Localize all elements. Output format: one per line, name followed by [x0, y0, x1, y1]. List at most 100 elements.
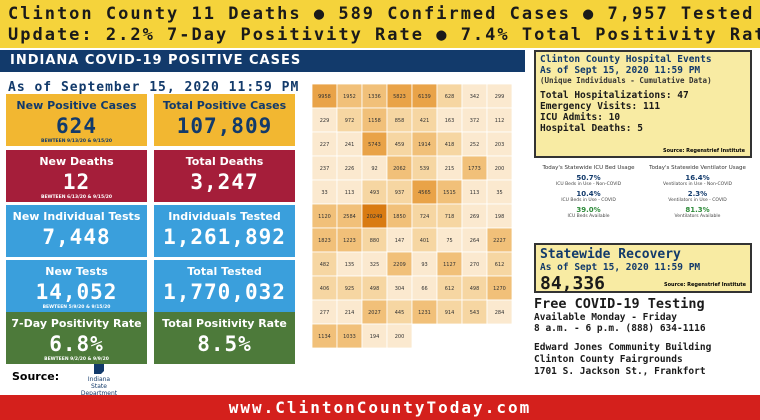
header-line-1: Clinton County 11 Deaths ● 589 Confirmed…	[8, 4, 755, 24]
county-count: 214	[345, 310, 355, 316]
hospital-row: Hospital Deaths: 5	[540, 123, 643, 134]
stat-tile: New Deaths 12 BEWTEEN 6/13/20 & 9/15/20	[6, 150, 147, 202]
county-cell	[336, 83, 363, 109]
stat-tile: New Tests 14,052 BEWTEEN 5/9/20 & 9/15/20	[6, 260, 147, 312]
stat-tile-value: 14,052	[35, 280, 118, 304]
stat-tile: Total Positive Cases 107,809	[154, 94, 295, 146]
stat-tile: 7-Day Positivity Rate 6.8% BEWTEEN 9/2/20 …	[6, 312, 147, 364]
county-cell	[361, 251, 388, 277]
county-count: 325	[370, 262, 380, 268]
county-cell	[311, 299, 338, 325]
county-cell	[311, 251, 338, 277]
county-cell	[336, 251, 363, 277]
county-cell	[311, 83, 338, 109]
isdh-logo: Indiana State Department of Health	[80, 364, 118, 404]
hospital-row: Emergency Visits: 111	[540, 101, 661, 112]
stat-tile: Individuals Tested 1,261,892	[154, 205, 295, 257]
testing-days: Available Monday - Friday	[534, 312, 677, 323]
county-count: 194	[370, 334, 380, 340]
county-cell	[486, 251, 513, 277]
county-count: 227	[320, 142, 330, 148]
usage-label: ICU Beds in Use - Non-COVID	[555, 182, 622, 187]
hospital-events-panel: Clinton County Hospital Events As of Sep…	[534, 50, 752, 158]
hospital-row: Total Hospitalizations: 47	[540, 90, 689, 101]
county-cell	[436, 299, 463, 325]
county-count: 1158	[368, 118, 381, 124]
county-count: 2209	[393, 262, 406, 268]
county-count: 372	[470, 118, 480, 124]
county-count: 113	[345, 190, 355, 196]
county-cell	[311, 107, 338, 133]
hospital-title: Clinton County Hospital Events	[540, 54, 712, 65]
stat-tile-value: 3,247	[190, 170, 259, 194]
stat-tile: New Positive Cases 624 BEWTEEN 9/13/20 & 9…	[6, 94, 147, 146]
county-count: 2584	[343, 214, 356, 220]
free-testing-panel: Free COVID-19 Testing Available Monday -…	[534, 296, 758, 378]
footer-url[interactable]: www.ClintonCountyToday.com	[228, 398, 532, 417]
county-count: 200	[495, 166, 505, 172]
county-cell	[486, 227, 513, 253]
stat-tile-date-range: BEWTEEN 5/9/20 & 9/15/20	[42, 305, 111, 310]
county-count: 2027	[368, 310, 381, 316]
county-count: 1773	[468, 166, 481, 172]
county-count: 284	[495, 310, 505, 316]
county-count: 1120	[318, 214, 331, 220]
county-cell	[411, 155, 438, 181]
indiana-county-map: 9958 1952 1336 5823 6139 628 342 299 229 972 1158 8…	[311, 83, 513, 349]
county-count: 35	[496, 190, 502, 196]
county-cell	[411, 83, 438, 109]
recovery-panel: Statewide Recovery As of Sept 15, 2020 1…	[534, 243, 752, 294]
county-count: 401	[420, 238, 430, 244]
county-count: 304	[395, 286, 405, 292]
county-count: 92	[371, 166, 377, 172]
county-count: 9958	[318, 94, 331, 100]
stat-tile-title: New Positive Cases	[16, 99, 137, 112]
indiana-state-icon	[94, 364, 104, 374]
county-count: 198	[495, 214, 505, 220]
stat-tile-value: 1,261,892	[163, 225, 286, 249]
county-cell	[436, 275, 463, 301]
usage-label: ICU Beds in Use - COVID	[561, 198, 616, 203]
stat-tile-title: New Individual Tests	[12, 210, 141, 223]
county-count: 277	[320, 310, 330, 316]
county-count: 493	[370, 190, 380, 196]
county-count: 299	[495, 94, 505, 100]
usage-percent: 10.4%	[576, 190, 601, 198]
county-cell	[361, 155, 388, 181]
stat-tile-value: 12	[62, 170, 91, 194]
county-count: 270	[470, 262, 480, 268]
county-count: 264	[470, 238, 480, 244]
vent-usage-column: Today's Statewide Ventilator Usage 16.4%…	[643, 165, 752, 219]
county-cell	[461, 275, 488, 301]
county-count: 226	[345, 166, 355, 172]
county-count: 93	[421, 262, 427, 268]
county-cell	[436, 203, 463, 229]
county-count: 147	[395, 238, 405, 244]
county-cell	[411, 299, 438, 325]
recovery-title: Statewide Recovery	[540, 247, 681, 262]
county-cell	[486, 299, 513, 325]
usage-percent: 81.3%	[685, 206, 710, 214]
county-cell	[436, 179, 463, 205]
stat-tile-title: Total Deaths	[185, 155, 264, 168]
county-count: 215	[445, 166, 455, 172]
county-cell	[386, 179, 413, 205]
county-count: 20249	[367, 214, 383, 220]
icu-title: Today's Statewide ICU Bed Usage	[542, 165, 635, 171]
as-of-date: As of September 15, 2020 11:59 PM	[8, 80, 300, 95]
stat-tile-title: New Tests	[45, 265, 108, 278]
county-count: 718	[445, 214, 455, 220]
county-count: 543	[470, 310, 480, 316]
county-cell	[486, 275, 513, 301]
county-cell	[311, 203, 338, 229]
county-count: 113	[470, 190, 480, 196]
county-count: 5743	[368, 142, 381, 148]
usage-percent: 50.7%	[576, 174, 601, 182]
county-count: 342	[470, 94, 480, 100]
county-count: 925	[345, 286, 355, 292]
county-count: 163	[445, 118, 455, 124]
county-cell	[436, 227, 463, 253]
county-cell	[311, 179, 338, 205]
county-cell	[386, 155, 413, 181]
county-count: 612	[445, 286, 455, 292]
